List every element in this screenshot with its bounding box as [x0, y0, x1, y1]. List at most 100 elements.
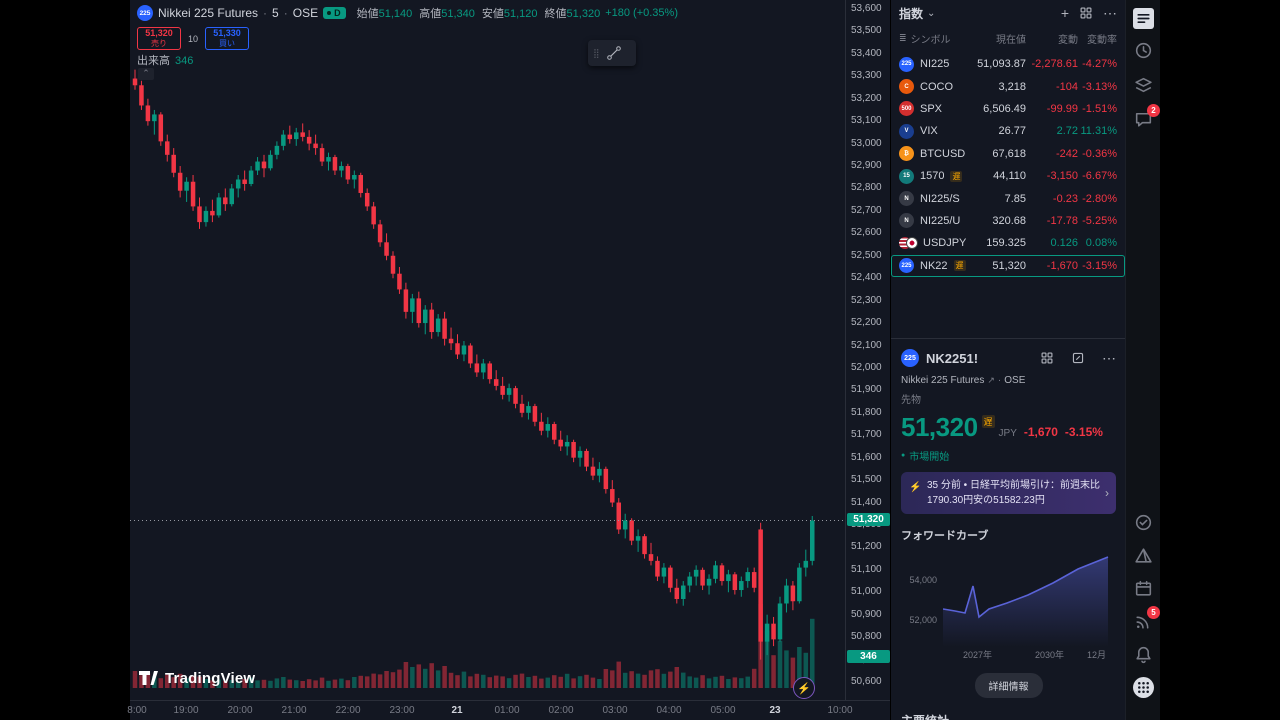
grid-view-button[interactable] — [1079, 6, 1093, 20]
candle-body — [397, 273, 402, 290]
candle-body — [190, 181, 196, 207]
watchlist-row-1570[interactable]: 15 1570 遅 44,110 -3,150 -6.67% — [891, 165, 1125, 187]
candle-body — [216, 197, 222, 216]
price-axis-label: 53,000 — [851, 137, 882, 149]
candle-body — [687, 576, 692, 586]
buy-button[interactable]: 51,330 買い — [205, 27, 250, 50]
chat-rail-button[interactable]: 2 — [1133, 104, 1160, 130]
collapse-legend-button[interactable]: ⌃ — [138, 68, 154, 80]
tradingview-logo[interactable]: TradingView — [138, 668, 255, 688]
volume-bar — [203, 679, 209, 688]
volume-bar — [526, 677, 531, 688]
symbol-price: 6,506.49 — [983, 102, 1026, 115]
candle-body — [790, 585, 796, 602]
edit-note-button[interactable] — [1071, 351, 1085, 365]
candle-body — [803, 560, 809, 568]
streams-rail-button[interactable]: 5 — [1133, 606, 1160, 632]
watchlist-rail-button[interactable] — [1133, 8, 1154, 29]
column-symbol[interactable]: シンボル — [910, 34, 951, 46]
interval-value[interactable]: 5 — [272, 6, 279, 20]
screener-rail-button[interactable] — [1133, 512, 1154, 533]
symbol-change-pct: -2.80% — [1082, 192, 1117, 205]
more-options-button[interactable]: ⋯ — [1103, 5, 1117, 21]
trendline-tool-icon[interactable] — [606, 45, 622, 61]
volume-bar — [223, 681, 228, 688]
volume-bar — [597, 679, 602, 688]
candle-body — [152, 114, 157, 122]
drawing-toolbar[interactable]: ⣿ — [588, 40, 636, 66]
forward-curve-ylabel: 52,000 — [909, 615, 937, 625]
delayed-badge: 遅 — [950, 170, 963, 182]
details-button[interactable]: 詳細情報 — [974, 673, 1043, 698]
forward-curve-xlabel: 2030年 — [1035, 650, 1065, 660]
candle-body — [732, 574, 738, 591]
price-axis[interactable]: 53,600 53,500 53,400 53,300 53,200 53,100 53,0… — [845, 0, 890, 700]
volume-bar — [442, 666, 447, 688]
apps-rail-button[interactable] — [1133, 677, 1154, 698]
layers-rail-button[interactable] — [1133, 75, 1154, 96]
symbol-title[interactable]: Nikkei 225 Futures — [158, 6, 259, 20]
letterbox-left — [0, 0, 130, 720]
symbol-change-pct: -3.15% — [1082, 259, 1117, 272]
watchlist-row-NI225[interactable]: 225 NI225 51,093.87 -2,278.61 -4.27% — [891, 53, 1125, 75]
chevron-down-icon[interactable]: ⌄ — [927, 7, 936, 19]
candlestick-chart[interactable] — [130, 0, 845, 700]
quick-trade-button[interactable]: ⚡ — [793, 677, 815, 699]
symbol-logo-icon: 225 — [899, 56, 914, 72]
candle-body — [584, 450, 589, 467]
price-axis-label: 53,500 — [851, 25, 882, 37]
volume-bar — [642, 674, 647, 688]
more-options-button[interactable]: ⋯ — [1102, 350, 1116, 366]
watchlist-row-BTCUSD[interactable]: ₿ BTCUSD 67,618 -242 -0.36% — [891, 143, 1125, 165]
candle-body — [313, 143, 318, 149]
watchlist-title[interactable]: 指数 — [899, 6, 924, 21]
forward-curve-chart[interactable]: 54,000 52,000 2027年 2030年 12月 — [901, 547, 1116, 665]
volume-bar — [423, 668, 428, 688]
news-banner[interactable]: ⚡ 35 分前 • 日経平均前場引け：前週末比 1790.30円安の51582.… — [901, 472, 1116, 514]
candle-body — [539, 421, 544, 431]
prism-rail-button[interactable] — [1133, 545, 1154, 566]
watchlist-row-NI225/S[interactable]: N NI225/S 7.85 -0.23 -2.80% — [891, 187, 1125, 209]
detail-symbol-name[interactable]: NK2251! — [926, 350, 979, 366]
candle-body — [197, 206, 202, 223]
column-change[interactable]: 変動 — [1058, 34, 1078, 46]
candle-body — [165, 141, 170, 155]
add-symbol-button[interactable]: + — [1060, 5, 1069, 21]
symbol-change-pct: -6.67% — [1082, 170, 1117, 183]
time-axis[interactable]: 8:00 19:00 20:00 21:00 22:00 23:00 21 01:00 02:0… — [127, 700, 890, 720]
symbol-logo-icon: C — [899, 79, 914, 95]
volume-bar — [410, 667, 415, 688]
calendar-rail-button[interactable] — [1133, 578, 1154, 599]
column-last[interactable]: 現在値 — [996, 34, 1026, 46]
watchlist-row-COCO[interactable]: C COCO 3,218 -104 -3.13% — [891, 75, 1125, 97]
column-change-pct[interactable]: 変動率 — [1087, 34, 1117, 46]
volume-bar — [668, 671, 673, 688]
panel-splitter[interactable] — [891, 338, 1126, 339]
candle-body — [552, 424, 557, 440]
symbol-change: 2.72 — [1056, 125, 1078, 138]
watchlist-row-NI225/U[interactable]: N NI225/U 320.68 -17.78 -5.25% — [891, 210, 1125, 232]
flag-column-icon[interactable]: ≣ — [899, 32, 907, 43]
layout-grid-button[interactable] — [1040, 351, 1054, 365]
watchlist-row-VIX[interactable]: V VIX 26.77 2.72 11.31% — [891, 120, 1125, 142]
watchlist-row-NK22[interactable]: 225 NK22 遅 51,320 -1,670 -3.15% — [891, 255, 1125, 277]
volume-bar — [648, 670, 654, 688]
clock-rail-button[interactable] — [1133, 40, 1154, 61]
candle-body — [668, 567, 673, 588]
separator: · — [263, 6, 268, 20]
bell-rail-button[interactable] — [1133, 644, 1154, 665]
symbol-name: 1570 — [920, 170, 945, 183]
delayed-data-badge[interactable]: D — [323, 7, 346, 19]
candle-body — [300, 132, 305, 137]
volume-bar — [732, 677, 738, 688]
volume-bar — [487, 677, 492, 688]
drag-handle-icon[interactable]: ⣿ — [593, 48, 601, 58]
symbol-name: BTCUSD — [920, 147, 966, 160]
watchlist-row-USDJPY[interactable]: USDJPY 159.325 0.126 0.08% — [891, 232, 1125, 254]
sell-button[interactable]: 51,320 売り — [137, 27, 181, 50]
candle-body — [287, 134, 293, 140]
forward-curve-xlabel: 2027年 — [963, 650, 993, 660]
volume-bar — [313, 680, 318, 688]
external-link-icon[interactable]: ↗ — [987, 375, 995, 385]
watchlist-row-SPX[interactable]: 500 SPX 6,506.49 -99.99 -1.51% — [891, 98, 1125, 120]
